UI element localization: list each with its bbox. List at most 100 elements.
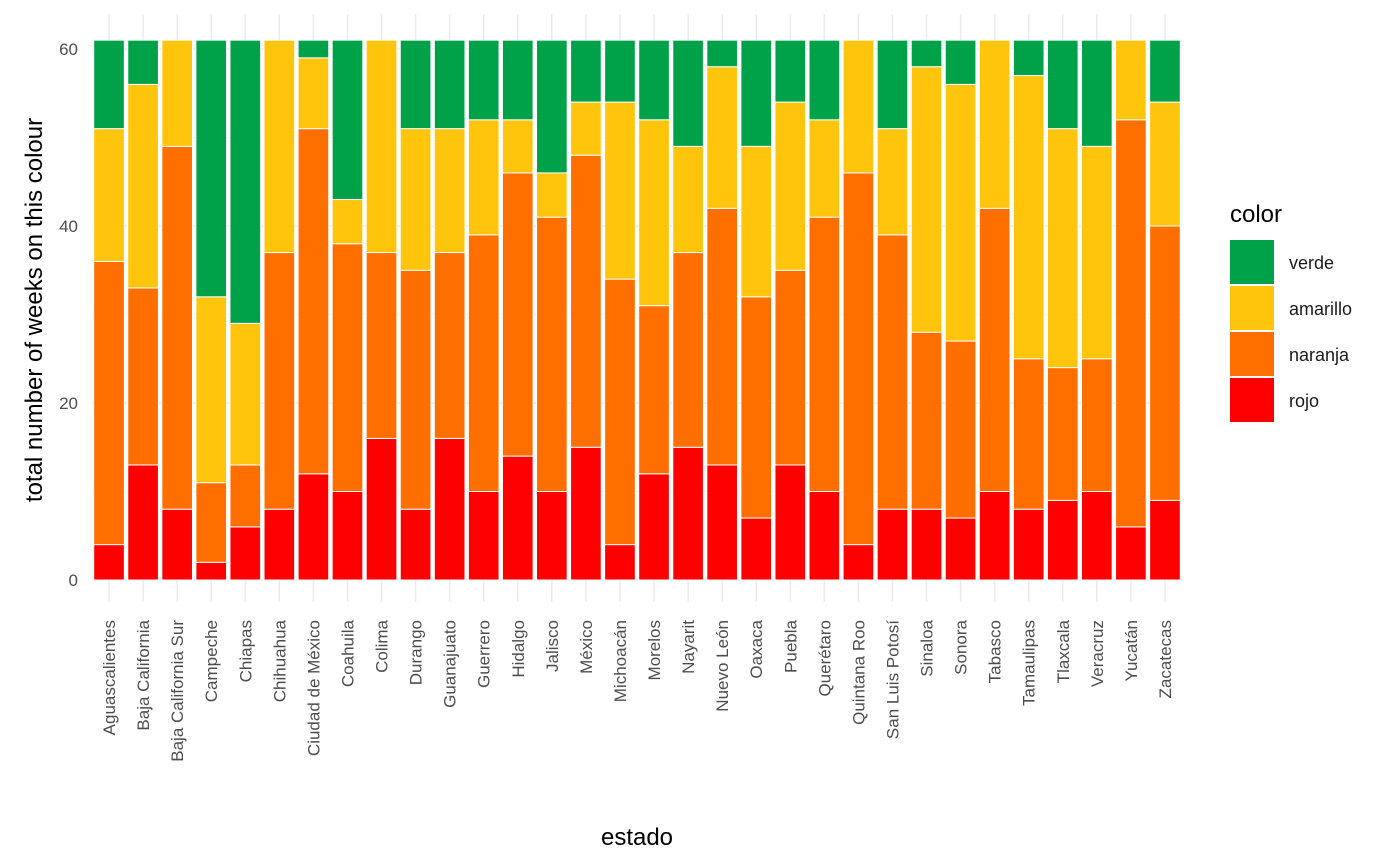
x-tick-label: San Luis Potosí	[883, 620, 902, 739]
bar-segment-amarillo	[195, 296, 228, 484]
bar-stack	[536, 39, 568, 581]
bar-segment-naranja	[978, 207, 1011, 493]
bar-segment-rojo	[808, 491, 841, 581]
bar-segment-verde	[706, 39, 738, 68]
bar-segment-naranja	[944, 340, 977, 519]
x-tick-label: Campeche	[202, 620, 221, 702]
x-axis-title: estado	[601, 824, 673, 851]
bar-segment-verde	[740, 39, 773, 147]
bar-segment-verde	[536, 39, 568, 174]
bar-segment-rojo	[93, 544, 125, 581]
x-tick-label: México	[577, 620, 596, 674]
bar-stack	[1081, 39, 1113, 581]
bar-segment-naranja	[740, 296, 773, 519]
bar-segment-verde	[501, 39, 534, 121]
bar-segment-naranja	[604, 278, 636, 546]
bar-stack	[1012, 39, 1045, 581]
bar-stack	[638, 39, 670, 581]
bar-segment-amarillo	[910, 66, 943, 333]
bar-segment-amarillo	[127, 83, 159, 289]
bar-segment-verde	[331, 39, 364, 200]
x-tick-label: Colima	[373, 619, 392, 672]
bar-segment-verde	[229, 39, 262, 324]
bar-segment-verde	[433, 39, 466, 130]
bar-segment-rojo	[740, 517, 773, 581]
y-tick-label: 60	[59, 40, 78, 59]
bar-segment-naranja	[706, 207, 738, 466]
bar-stack	[399, 39, 432, 581]
bar-stack	[127, 39, 159, 581]
legend-swatch-amarillo	[1230, 286, 1274, 330]
bar-segment-verde	[910, 39, 943, 68]
bar-segment-naranja	[331, 243, 364, 492]
bar-stack	[1115, 39, 1147, 581]
bar-segment-amarillo	[672, 145, 704, 254]
bar-segment-naranja	[1046, 367, 1079, 501]
bar-stack	[331, 39, 364, 581]
bar-segment-rojo	[774, 464, 807, 581]
x-tick-label: Chiapas	[236, 620, 255, 682]
bar-stack	[93, 39, 125, 581]
x-tick-label: Veracruz	[1088, 620, 1107, 687]
bar-segment-verde	[93, 39, 125, 130]
bar-segment-naranja	[876, 234, 909, 510]
bar-segment-rojo	[910, 508, 943, 581]
bar-segment-verde	[1012, 39, 1045, 77]
bar-segment-amarillo	[501, 119, 534, 174]
bar-segment-amarillo	[876, 128, 909, 236]
bar-stack	[978, 39, 1011, 581]
bar-segment-rojo	[263, 508, 296, 581]
bar-stack	[161, 39, 193, 581]
bar-segment-amarillo	[433, 128, 466, 254]
bar-stack	[195, 39, 228, 581]
x-tick-label: Querétaro	[815, 620, 834, 697]
x-tick-label: Oaxaca	[747, 619, 766, 678]
bar-segment-amarillo	[604, 101, 636, 280]
bar-segment-naranja	[672, 252, 704, 448]
bar-stack	[706, 39, 738, 581]
y-axis-title: total number of weeks on this colour	[21, 118, 48, 502]
bar-segment-verde	[127, 39, 159, 85]
x-tick-label: Aguascalientes	[100, 620, 119, 735]
bar-segment-naranja	[161, 145, 193, 510]
x-tick-label: Morelos	[645, 620, 664, 680]
bar-segment-verde	[876, 39, 909, 130]
bar-segment-naranja	[638, 305, 670, 475]
bar-segment-rojo	[1081, 491, 1113, 581]
bar-segment-naranja	[1012, 358, 1045, 510]
bar-stack	[740, 39, 773, 581]
bars	[93, 39, 1181, 581]
x-tick-label: Hidalgo	[509, 620, 528, 678]
bar-segment-naranja	[570, 154, 602, 448]
bar-segment-amarillo	[944, 83, 977, 342]
x-tick-label: Tlaxcala	[1054, 619, 1073, 683]
bar-segment-naranja	[467, 234, 500, 492]
x-tick-label: Jalisco	[543, 620, 562, 672]
bar-segment-naranja	[808, 216, 841, 492]
bar-segment-naranja	[1115, 119, 1147, 528]
bar-segment-amarillo	[638, 119, 670, 307]
bar-segment-verde	[1149, 39, 1181, 103]
bar-segment-rojo	[229, 526, 262, 581]
bar-segment-amarillo	[1012, 75, 1045, 360]
bar-segment-rojo	[1046, 499, 1079, 581]
bar-segment-rojo	[536, 491, 568, 581]
x-tick-label: Nuevo León	[713, 620, 732, 712]
legend: color verde amarillo naranja rojo	[1230, 201, 1352, 422]
bar-segment-naranja	[774, 269, 807, 466]
x-tick-label: Zacatecas	[1156, 620, 1175, 698]
x-tick-label: Tamaulipas	[1020, 620, 1039, 706]
bar-segment-naranja	[1081, 358, 1113, 492]
legend-label: amarillo	[1289, 299, 1352, 319]
x-tick-label: Quintana Roo	[849, 620, 868, 725]
bar-segment-verde	[604, 39, 636, 103]
bar-segment-verde	[195, 39, 228, 298]
bar-segment-amarillo	[331, 198, 364, 245]
bar-segment-naranja	[1149, 225, 1181, 501]
bar-segment-amarillo	[842, 39, 875, 174]
bar-segment-rojo	[672, 446, 704, 581]
bar-stack	[297, 39, 330, 581]
legend-label: verde	[1289, 253, 1334, 273]
bar-segment-amarillo	[570, 101, 602, 156]
